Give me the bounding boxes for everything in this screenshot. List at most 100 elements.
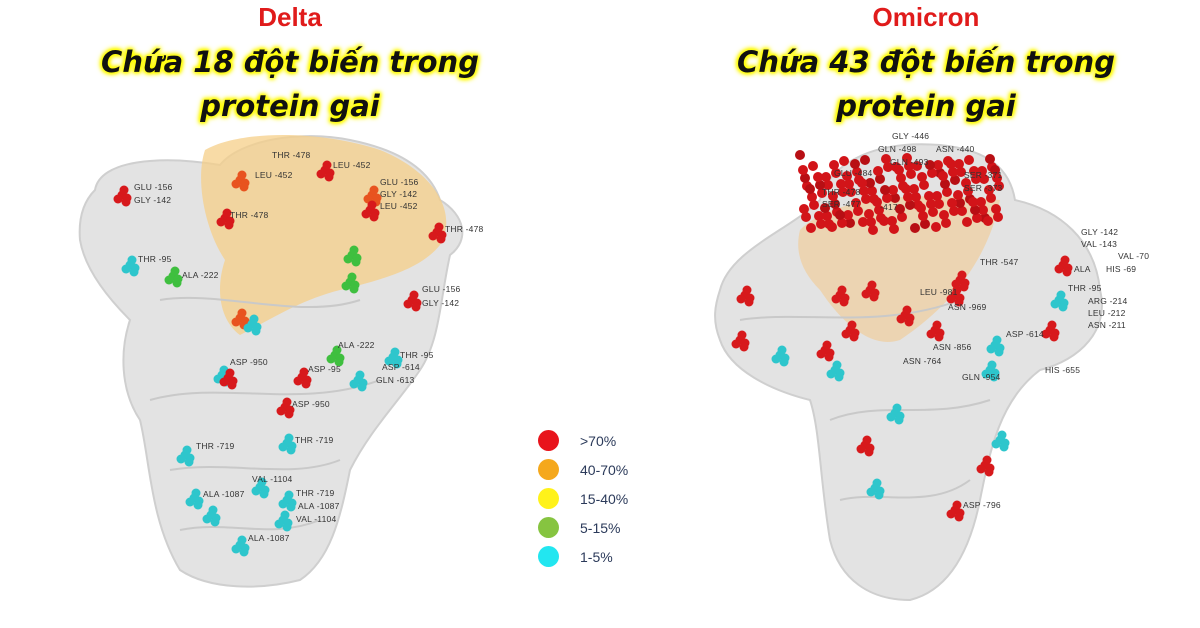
- mutation-site: [978, 205, 988, 215]
- mutation-site: [813, 172, 823, 182]
- residue-label: THR -478: [445, 224, 484, 234]
- residue-label: ALA -222: [182, 270, 219, 280]
- mutation-site: [231, 317, 241, 327]
- legend: >70% 40-70% 15-40% 5-15% 1-5%: [538, 426, 628, 571]
- legend-label: 5-15%: [580, 519, 621, 536]
- mutation-site: [737, 330, 747, 340]
- residue-label: VAL -1104: [252, 474, 293, 484]
- mutation-site: [920, 219, 930, 229]
- mutation-site: [846, 187, 856, 197]
- mutation-site: [952, 500, 962, 510]
- mutation-site: [837, 285, 847, 295]
- residue-label: LEU -981: [920, 287, 958, 297]
- mutation-site: [991, 204, 1001, 214]
- omicron-subtitle-line1: Chứa 43 đột biến trong: [737, 45, 1115, 79]
- mutation-site: [801, 212, 811, 222]
- residue-label: GLY -446: [892, 131, 930, 141]
- mutation-site: [341, 281, 351, 291]
- mutation-site: [409, 290, 419, 300]
- mutation-site: [963, 186, 973, 196]
- mutation-site: [938, 171, 948, 181]
- mutation-site: [1060, 255, 1070, 265]
- mutation-site: [779, 357, 789, 367]
- mutation-site: [828, 191, 838, 201]
- mutation-site: [994, 347, 1004, 357]
- mutation-site: [896, 173, 906, 183]
- mutation-site: [946, 159, 956, 169]
- mutation-site: [940, 179, 950, 189]
- mutation-site: [941, 218, 951, 228]
- mutation-site: [917, 172, 927, 182]
- mutation-site: [866, 217, 876, 227]
- mutation-site: [957, 206, 967, 216]
- mutation-site: [954, 297, 964, 307]
- residue-label: ASN -211: [1088, 320, 1126, 330]
- mutation-site: [954, 159, 964, 169]
- mutation-site: [284, 409, 294, 419]
- mutation-site: [853, 206, 863, 216]
- mutation-site: [873, 166, 883, 176]
- residue-label: ALA -1087: [298, 501, 340, 511]
- mutation-site: [239, 547, 249, 557]
- residue-label: ASP -614: [1006, 329, 1044, 339]
- delta-subtitle-line1: Chứa 18 đột biến trong: [101, 45, 479, 79]
- mutation-site: [814, 211, 824, 221]
- mutation-site: [208, 505, 218, 515]
- legend-dot-icon: [538, 459, 559, 480]
- residue-label: GLY -142: [1081, 227, 1119, 237]
- mutation-site: [301, 379, 311, 389]
- residue-label: GLN -498: [878, 144, 917, 154]
- mutation-site: [824, 352, 834, 362]
- mutation-site: [861, 289, 871, 299]
- mutation-site: [904, 161, 914, 171]
- mutation-site: [904, 317, 914, 327]
- mutation-site: [349, 284, 359, 294]
- residue-label: ASP -614: [382, 362, 420, 372]
- residue-label: THR -478: [230, 210, 269, 220]
- mutation-site: [286, 502, 296, 512]
- mutation-site: [942, 187, 952, 197]
- mutation-site: [976, 464, 986, 474]
- mutation-site: [949, 206, 959, 216]
- residue-label: GLN -613: [376, 375, 415, 385]
- mutation-site: [251, 486, 261, 496]
- legend-label: 1-5%: [580, 548, 613, 565]
- mutation-site: [889, 224, 899, 234]
- delta-spike-protein: [78, 135, 464, 588]
- mutation-site: [924, 191, 934, 201]
- legend-dot-icon: [538, 517, 559, 538]
- residue-label: ALA -1087: [248, 533, 290, 543]
- delta-title: Delta: [258, 2, 322, 32]
- legend-dot-icon: [538, 430, 559, 451]
- mutation-site: [806, 223, 816, 233]
- legend-label: 40-70%: [580, 461, 629, 478]
- mutation-site: [968, 197, 978, 207]
- residue-label: GLU -484: [834, 168, 873, 178]
- mutation-site: [170, 266, 180, 276]
- mutation-site: [193, 500, 203, 510]
- mutation-site: [831, 294, 841, 304]
- mutation-site: [224, 220, 234, 230]
- mutation-site: [282, 397, 292, 407]
- mutation-site: [946, 509, 956, 519]
- mutation-site: [856, 444, 866, 454]
- mutation-site: [1054, 264, 1064, 274]
- delta-subtitle-line2: protein gai: [200, 89, 380, 123]
- mutation-site: [816, 219, 826, 229]
- mutation-site: [829, 160, 839, 170]
- mutation-site: [886, 412, 896, 422]
- residue-label: ASN -440: [936, 144, 975, 154]
- residue-label: ASN -969: [948, 302, 987, 312]
- mutation-site: [239, 182, 249, 192]
- mutation-site: [972, 213, 982, 223]
- mutation-site: [880, 185, 890, 195]
- mutation-site: [926, 329, 936, 339]
- residue-label: GLN -954: [962, 372, 1001, 382]
- residue-label: GLY -142: [380, 189, 418, 199]
- legend-item: >70%: [538, 426, 628, 455]
- mutation-site: [823, 180, 833, 190]
- mutation-site: [127, 255, 137, 265]
- mutation-site: [902, 305, 912, 315]
- residue-label: THR -95: [400, 350, 434, 360]
